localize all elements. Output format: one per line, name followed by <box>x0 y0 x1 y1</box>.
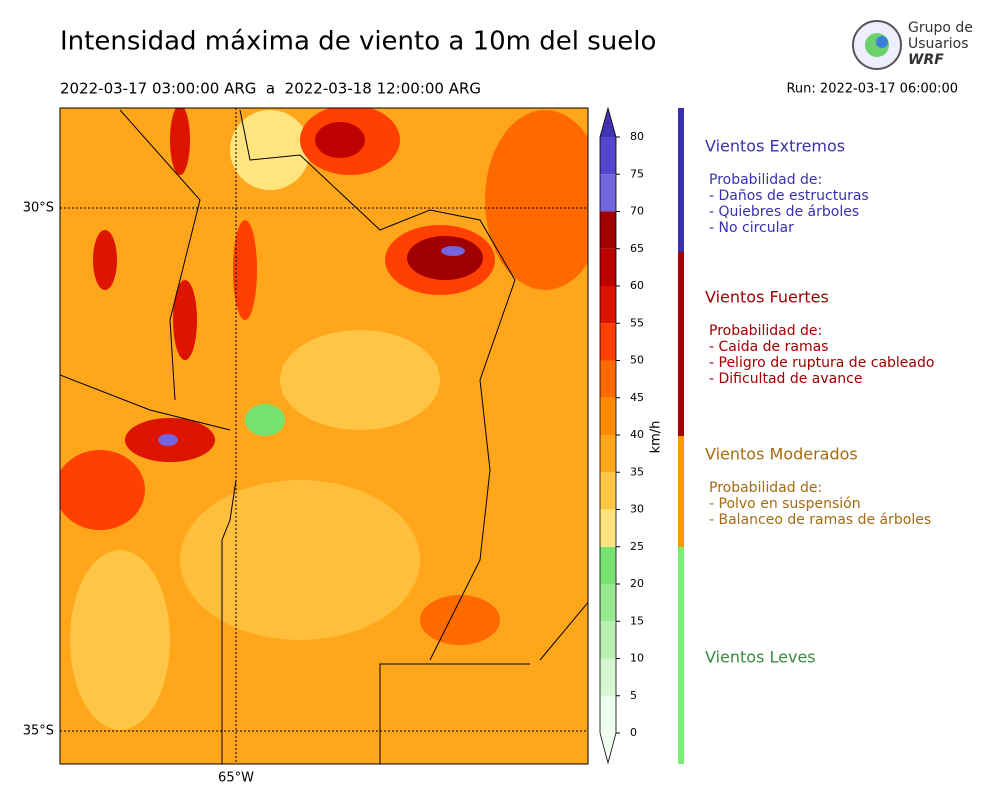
lat-label: 35°S <box>23 724 54 739</box>
colorbar-tick-label: 30 <box>630 503 644 516</box>
legend-line: - Dificultad de avance <box>709 371 862 387</box>
colorbar-tick-label: 10 <box>630 652 644 665</box>
colorbar-tick-label: 0 <box>630 726 637 739</box>
colorbar-tick-label: 75 <box>630 167 644 180</box>
legend-line: - Daños de estructuras <box>709 188 869 204</box>
period: 2022-03-17 03:00:00 ARG a 2022-03-18 12:… <box>60 80 481 98</box>
logo: Grupo de Usuarios WRF <box>852 20 973 70</box>
map-field <box>420 595 500 645</box>
colorbar-segment <box>600 509 616 547</box>
legend-line: - Peligro de ruptura de cableado <box>709 355 934 371</box>
map <box>60 108 588 764</box>
map-field <box>70 550 170 730</box>
colorbar-tick-label: 40 <box>630 428 644 441</box>
category-bar <box>678 108 684 252</box>
colorbar-segment <box>600 174 616 212</box>
colorbar-segment <box>600 360 616 398</box>
colorbar-segment <box>600 435 616 473</box>
category-bar <box>678 547 684 764</box>
map-field <box>180 480 420 640</box>
map-field <box>230 110 310 190</box>
legend-title: Vientos Fuertes <box>705 288 829 307</box>
category-bar <box>678 252 684 436</box>
legend-line: - Polvo en suspensión <box>709 496 861 512</box>
logo-globe <box>876 36 888 48</box>
legend-line: - Quiebres de árboles <box>709 204 859 220</box>
map-field <box>173 280 197 360</box>
colorbar-segment <box>600 137 616 175</box>
map-field <box>280 330 440 430</box>
legend-title: Vientos Leves <box>705 648 816 667</box>
colorbar-label: km/h <box>649 421 664 454</box>
colorbar-tick-label: 70 <box>630 205 644 218</box>
category-bar <box>678 436 684 547</box>
map-frame <box>59 107 589 765</box>
title: Intensidad máxima de viento a 10m del su… <box>60 27 656 57</box>
colorbar-segment <box>600 211 616 249</box>
colorbar-tick-label: 50 <box>630 354 644 367</box>
legend-line: - No circular <box>709 220 794 236</box>
border <box>60 109 588 764</box>
legend-line: Probabilidad de: <box>709 172 822 188</box>
lat-label: 30°S <box>23 201 54 216</box>
legend-line: Probabilidad de: <box>709 480 822 496</box>
colorbar-tick-label: 25 <box>630 540 644 553</box>
legend-title: Vientos Extremos <box>705 137 845 156</box>
logo-text: Usuarios <box>908 36 969 52</box>
lon-label: 65°W <box>218 771 254 786</box>
colorbar-extend <box>600 733 616 763</box>
colorbar-segment <box>600 584 616 622</box>
legend-title: Vientos Moderados <box>705 445 858 464</box>
map-field <box>245 404 285 436</box>
colorbar-tick-label: 60 <box>630 279 644 292</box>
colorbar-tick-label: 35 <box>630 465 644 478</box>
colorbar-segment <box>600 248 616 286</box>
colorbar-tick-label: 15 <box>630 614 644 627</box>
colorbar-segment <box>600 546 616 584</box>
colorbar-tick-label: 55 <box>630 316 644 329</box>
colorbar: 0 5 10 15 20 25 30 35 40 45 50 55 60 65 70 75 80 <box>599 106 644 765</box>
legend-line: - Caida de ramas <box>709 339 828 355</box>
run: Run: 2022-03-17 06:00:00 <box>786 82 958 97</box>
map-field <box>158 434 178 446</box>
colorbar-tick-label: 20 <box>630 577 644 590</box>
legend-line: - Balanceo de ramas de árboles <box>709 512 931 528</box>
colorbar-tick-label: 65 <box>630 242 644 255</box>
colorbar-segment <box>600 286 616 324</box>
map-field <box>485 110 588 290</box>
colorbar-segment <box>600 397 616 435</box>
colorbar-tick-label: 80 <box>630 130 644 143</box>
map-field <box>233 220 257 320</box>
map-field <box>441 246 465 256</box>
logo-text: Grupo de <box>908 20 973 36</box>
colorbar-tick-label: 5 <box>630 689 637 702</box>
map-field <box>170 108 190 175</box>
map-field <box>407 236 483 280</box>
colorbar-extend <box>600 108 616 137</box>
map-field <box>315 122 365 158</box>
colorbar-segment <box>600 658 616 696</box>
map-field <box>93 230 117 290</box>
logo-text: WRF <box>908 52 944 68</box>
colorbar-segment <box>600 472 616 510</box>
colorbar-segment <box>600 621 616 659</box>
legend-line: Probabilidad de: <box>709 323 822 339</box>
colorbar-tick-label: 45 <box>630 391 644 404</box>
map-field <box>60 450 145 530</box>
colorbar-segment <box>600 323 616 361</box>
colorbar-segment <box>600 695 616 733</box>
